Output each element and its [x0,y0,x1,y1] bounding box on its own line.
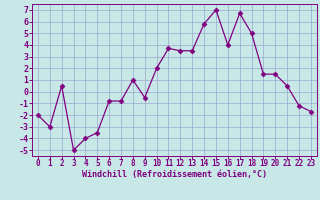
X-axis label: Windchill (Refroidissement éolien,°C): Windchill (Refroidissement éolien,°C) [82,170,267,179]
